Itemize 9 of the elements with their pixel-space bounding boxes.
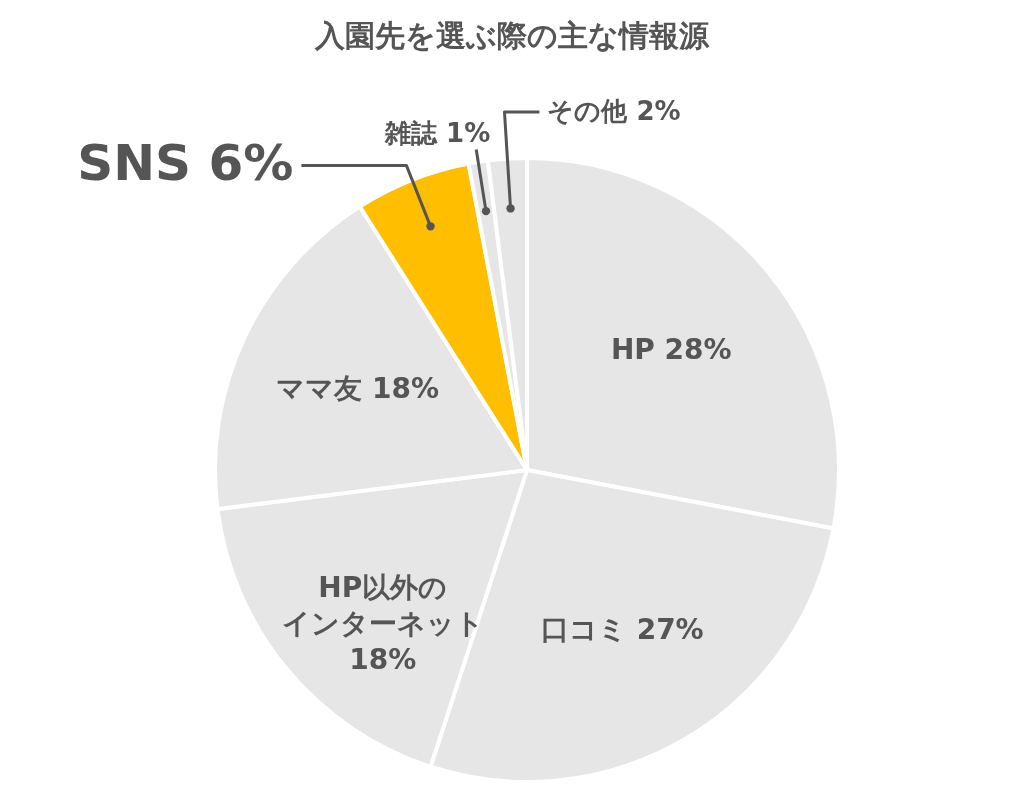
slice-label: その他 2% (547, 95, 681, 126)
slice-label: 口コミ 27% (540, 613, 704, 647)
slice-label: HP 28% (610, 332, 732, 366)
chart-title: 入園先を選ぶ際の主な情報源 (314, 18, 710, 53)
slice-label: 雑誌 1% (384, 117, 491, 148)
slice-label: SNS 6% (77, 134, 294, 193)
data-label: 18% (349, 643, 417, 677)
slice-label: HP以外のインターネット (281, 571, 484, 641)
slice-label: ママ友 18% (276, 372, 440, 406)
